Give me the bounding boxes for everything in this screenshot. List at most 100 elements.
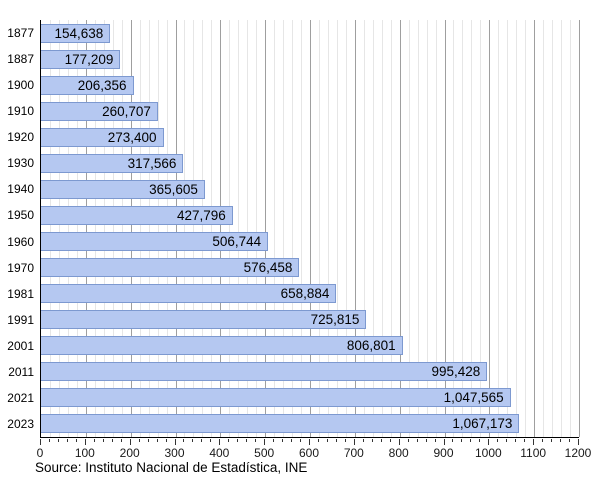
major-gridline xyxy=(489,20,491,437)
minor-tick xyxy=(362,438,364,442)
minor-gridline xyxy=(256,20,258,437)
minor-gridline xyxy=(274,20,276,437)
minor-gridline xyxy=(327,20,329,437)
minor-tick xyxy=(335,438,337,442)
minor-gridline xyxy=(318,20,320,437)
minor-tick xyxy=(138,438,140,442)
minor-gridline xyxy=(94,20,96,437)
bar-value-label: 806,801 xyxy=(346,338,396,354)
major-tick xyxy=(309,438,310,445)
minor-gridline xyxy=(283,20,285,437)
minor-tick xyxy=(111,438,113,442)
minor-gridline xyxy=(570,20,572,437)
bar-2023: 1,067,173 xyxy=(41,414,520,434)
major-gridline xyxy=(265,20,267,437)
minor-tick xyxy=(389,438,391,442)
minor-tick xyxy=(120,438,122,442)
bar-1900: 206,356 xyxy=(41,75,134,95)
year-label-2001: 2001 xyxy=(7,338,34,353)
major-tick xyxy=(40,438,41,445)
major-tick xyxy=(219,438,221,445)
major-gridline xyxy=(579,20,580,437)
bar-1887: 177,209 xyxy=(41,49,121,69)
minor-tick xyxy=(66,438,68,442)
major-gridline xyxy=(220,20,222,437)
minor-gridline xyxy=(417,20,419,437)
major-gridline xyxy=(534,20,536,437)
major-gridline xyxy=(444,20,446,437)
minor-gridline xyxy=(381,20,383,437)
minor-gridline xyxy=(139,20,141,437)
minor-tick xyxy=(560,438,562,442)
minor-gridline xyxy=(67,20,69,437)
minor-gridline xyxy=(112,20,114,437)
major-tick xyxy=(264,438,266,445)
year-label-1940: 1940 xyxy=(7,182,34,197)
year-label-1920: 1920 xyxy=(7,130,34,145)
year-label-1960: 1960 xyxy=(7,234,34,249)
minor-gridline xyxy=(480,20,482,437)
minor-tick xyxy=(183,438,185,442)
minor-gridline xyxy=(292,20,294,437)
major-gridline xyxy=(130,20,132,437)
year-label-1910: 1910 xyxy=(7,104,34,119)
minor-tick xyxy=(165,438,167,442)
minor-gridline xyxy=(211,20,213,437)
minor-tick xyxy=(237,438,239,442)
minor-tick xyxy=(371,438,373,442)
minor-tick xyxy=(93,438,95,442)
minor-gridline xyxy=(453,20,455,437)
minor-tick xyxy=(515,438,517,442)
bar-value-label: 658,884 xyxy=(280,286,330,302)
x-tick-label-0: 0 xyxy=(36,446,44,460)
minor-gridline xyxy=(301,20,303,437)
bar-1930: 317,566 xyxy=(41,153,184,173)
minor-tick xyxy=(569,438,571,442)
bar-value-label: 506,744 xyxy=(212,234,262,250)
minor-gridline xyxy=(148,20,150,437)
minor-tick xyxy=(228,438,230,442)
minor-gridline xyxy=(76,20,78,437)
minor-tick xyxy=(317,438,319,442)
plot-area: 154,638 177,209 206,356 260,707 273,400 317,5… xyxy=(40,20,580,438)
minor-gridline xyxy=(372,20,374,437)
year-label-1877: 1877 xyxy=(7,26,34,41)
minor-tick xyxy=(57,438,59,442)
x-tick-label-300: 300 xyxy=(164,446,185,460)
minor-tick xyxy=(210,438,212,442)
major-tick xyxy=(398,438,400,445)
minor-tick xyxy=(156,438,158,442)
major-tick xyxy=(533,438,535,445)
major-gridline xyxy=(85,20,87,437)
x-tick-label-1200: 1200 xyxy=(564,446,592,460)
source-caption: Source: Instituto Nacional de Estadístic… xyxy=(35,460,308,475)
minor-tick xyxy=(255,438,257,442)
minor-gridline xyxy=(336,20,338,437)
year-label-1991: 1991 xyxy=(7,312,34,327)
year-label-2021: 2021 xyxy=(7,390,34,405)
minor-tick xyxy=(300,438,302,442)
minor-tick xyxy=(452,438,454,442)
minor-gridline xyxy=(516,20,518,437)
year-label-1950: 1950 xyxy=(7,208,34,223)
bar-value-label: 177,209 xyxy=(64,51,114,67)
x-tick-label-1100: 1100 xyxy=(520,446,547,460)
bar-1940: 365,605 xyxy=(41,179,205,199)
minor-tick xyxy=(524,438,526,442)
x-tick-label-400: 400 xyxy=(209,446,230,460)
minor-gridline xyxy=(166,20,168,437)
minor-tick xyxy=(48,438,50,442)
minor-gridline xyxy=(435,20,437,437)
bar-1991: 725,815 xyxy=(41,310,367,330)
minor-gridline xyxy=(462,20,464,437)
major-tick xyxy=(488,438,490,445)
bar-value-label: 154,638 xyxy=(54,25,104,41)
minor-gridline xyxy=(121,20,123,437)
bar-1981: 658,884 xyxy=(41,284,337,304)
minor-gridline xyxy=(58,20,60,437)
minor-gridline xyxy=(507,20,509,437)
bar-1960: 506,744 xyxy=(41,232,269,252)
minor-gridline xyxy=(390,20,392,437)
major-tick xyxy=(578,438,579,445)
minor-tick xyxy=(291,438,293,442)
